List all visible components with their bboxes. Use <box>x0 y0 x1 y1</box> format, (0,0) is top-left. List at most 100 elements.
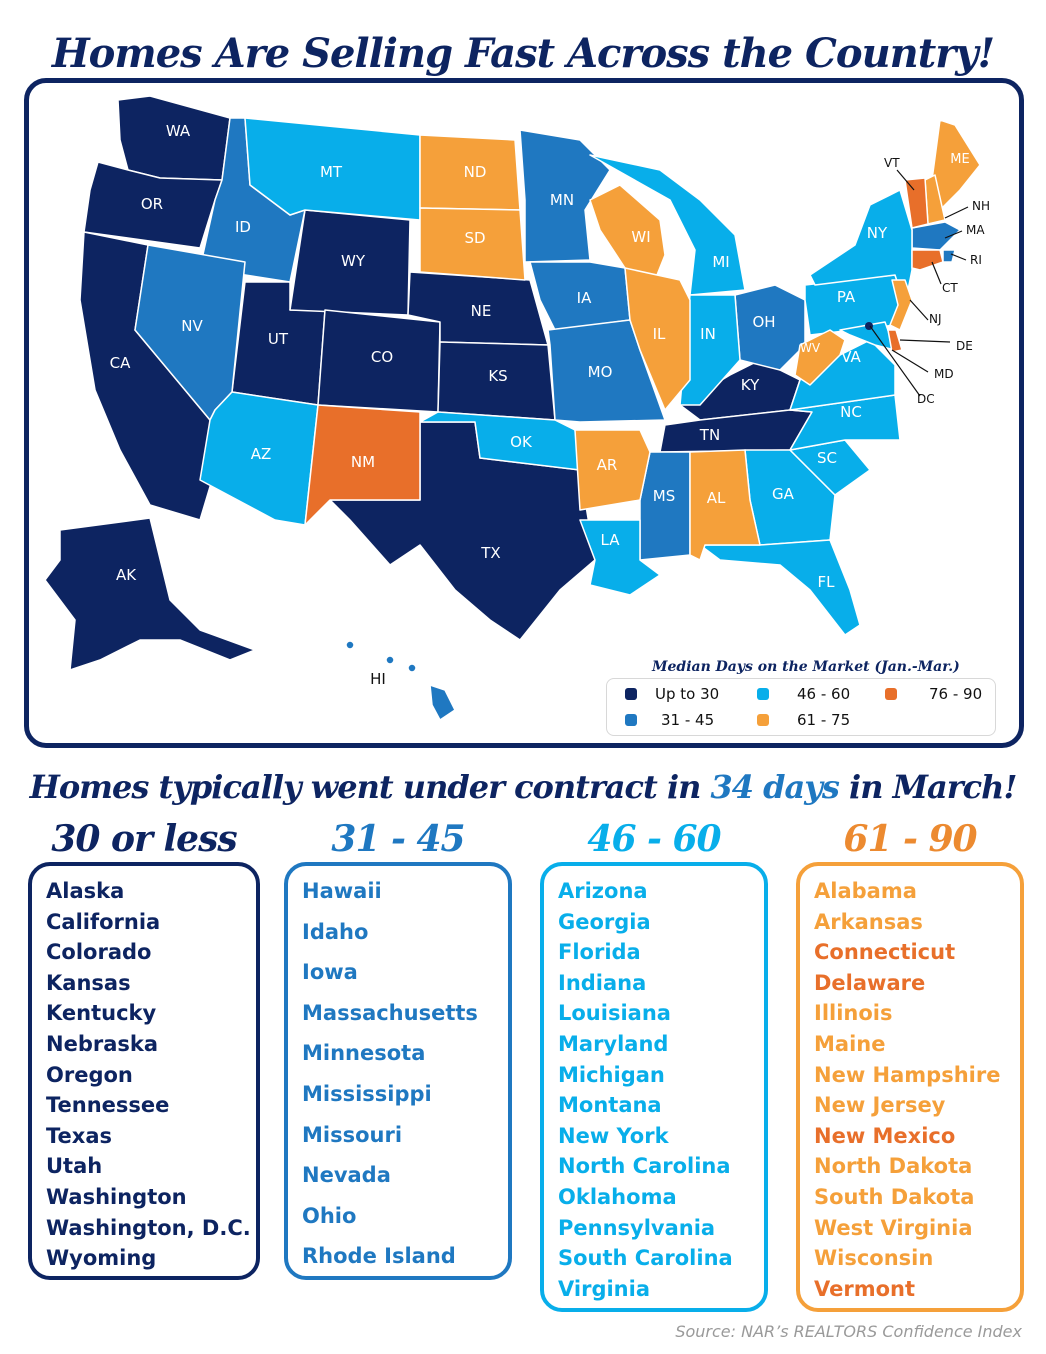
list-item: Idaho <box>302 919 369 944</box>
label-wi: WI <box>631 228 650 246</box>
state-nj[interactable] <box>889 279 913 331</box>
label-me: ME <box>950 152 969 167</box>
list-item: South Dakota <box>814 1184 975 1209</box>
list-item: Hawaii <box>302 879 382 903</box>
list-item: Vermont <box>814 1276 916 1301</box>
label-mo: MO <box>588 363 613 381</box>
state-wv[interactable] <box>794 329 846 386</box>
legend-item-61-75: 61 - 75 <box>757 711 850 729</box>
label-nc: NC <box>840 403 862 421</box>
label-sc: SC <box>817 449 837 467</box>
state-ak[interactable] <box>44 517 256 671</box>
label-hi: HI <box>370 670 386 688</box>
legend-label: 76 - 90 <box>929 685 983 703</box>
swatch-light-blue-icon <box>757 688 769 700</box>
state-ct[interactable] <box>911 249 944 271</box>
label-or: OR <box>141 195 163 213</box>
label-in: IN <box>700 325 716 343</box>
list-item: Pennsylvania <box>558 1215 716 1240</box>
source-citation: Source: NAR’s REALTORS Confidence Index <box>675 1322 1022 1341</box>
list-item: Ohio <box>302 1203 357 1228</box>
state-ri[interactable] <box>942 249 956 263</box>
label-dc: DC <box>917 392 935 406</box>
list-item: Arizona <box>558 879 648 903</box>
state-ms[interactable] <box>639 451 691 561</box>
list-item: Wyoming <box>46 1246 157 1271</box>
list-item: Georgia <box>558 909 651 934</box>
state-sd[interactable] <box>419 207 526 281</box>
state-il[interactable] <box>624 267 691 411</box>
list-item: Tennessee <box>46 1093 170 1118</box>
label-ak: AK <box>116 566 137 584</box>
column-heading-30-or-less: 30 or less <box>51 818 237 860</box>
list-item: Rhode Island <box>302 1244 456 1269</box>
swatch-light-orange-icon <box>757 714 769 726</box>
state-la[interactable] <box>579 519 661 596</box>
list-item: California <box>46 909 161 934</box>
label-tx: TX <box>480 544 500 562</box>
list-item: Maine <box>814 1031 886 1056</box>
list-item: Alabama <box>814 879 917 903</box>
swatch-dark-orange-icon <box>885 688 897 700</box>
label-wv: WV <box>800 341 821 355</box>
state-ok[interactable] <box>419 411 581 471</box>
state-nm[interactable] <box>304 404 421 526</box>
state-list: Arizona Georgia Florida Indiana Louisian… <box>558 876 750 1304</box>
label-mt: MT <box>320 163 343 181</box>
list-item: Kansas <box>46 970 131 995</box>
label-md: MD <box>934 367 954 381</box>
label-ky: KY <box>741 376 760 394</box>
label-az: AZ <box>251 445 272 463</box>
list-item: Connecticut <box>814 940 956 965</box>
label-ca: CA <box>110 354 131 372</box>
state-list: Hawaii Idaho Iowa Massachusetts Minnesot… <box>302 871 494 1277</box>
state-de[interactable] <box>887 329 903 353</box>
legend-item-76-90: 76 - 90 <box>885 685 982 703</box>
list-item: Missouri <box>302 1122 403 1147</box>
summary-prefix: Homes typically went under contract in <box>29 768 711 806</box>
list-item: Washington <box>46 1184 187 1209</box>
state-hi-islands <box>345 640 355 650</box>
state-wi[interactable] <box>589 184 666 281</box>
state-mi[interactable] <box>589 154 746 296</box>
list-item: Colorado <box>46 940 152 965</box>
state-hi-islands <box>385 655 395 665</box>
state-hi-islands <box>407 663 417 673</box>
state-tn[interactable] <box>659 409 813 453</box>
list-item: Kentucky <box>46 1001 157 1026</box>
list-item: Delaware <box>814 970 926 995</box>
legend-label: 61 - 75 <box>797 711 851 729</box>
swatch-mid-blue-icon <box>625 714 637 726</box>
legend-item-up-to-30: Up to 30 <box>625 685 719 703</box>
list-item: Arkansas <box>814 909 923 934</box>
state-list: Alaska California Colorado Kansas Kentuc… <box>46 876 251 1274</box>
label-ar: AR <box>597 456 618 474</box>
label-fl: FL <box>818 573 836 591</box>
label-nj: NJ <box>929 312 942 326</box>
list-item: Nevada <box>302 1163 391 1188</box>
label-mi: MI <box>712 253 729 271</box>
state-mn[interactable] <box>519 129 611 263</box>
list-item: New Hampshire <box>814 1062 1001 1087</box>
us-map: WA OR CA ID NV MT WY UT CO AZ NM ND SD N… <box>44 95 990 721</box>
list-item: Louisiana <box>558 1001 671 1026</box>
state-hi[interactable] <box>429 684 456 721</box>
summary-heading: Homes typically went under contract in 3… <box>0 768 1046 806</box>
list-item: North Carolina <box>558 1154 731 1179</box>
state-al[interactable] <box>689 449 761 561</box>
list-item: Maryland <box>558 1031 669 1056</box>
label-wa: WA <box>166 122 191 140</box>
label-ia: IA <box>577 289 592 307</box>
list-item: Minnesota <box>302 1041 426 1066</box>
label-al: AL <box>707 489 726 507</box>
state-ar[interactable] <box>574 429 651 511</box>
state-vt[interactable] <box>904 177 929 229</box>
label-ks: KS <box>488 367 507 385</box>
legend-item-31-45: 31 - 45 <box>625 711 714 729</box>
label-ok: OK <box>510 433 533 451</box>
column-46-60-days: Arizona Georgia Florida Indiana Louisian… <box>540 862 768 1312</box>
list-item: Iowa <box>302 960 358 985</box>
state-fl[interactable] <box>699 539 861 636</box>
list-item: Montana <box>558 1093 662 1118</box>
list-item: New Mexico <box>814 1123 956 1148</box>
